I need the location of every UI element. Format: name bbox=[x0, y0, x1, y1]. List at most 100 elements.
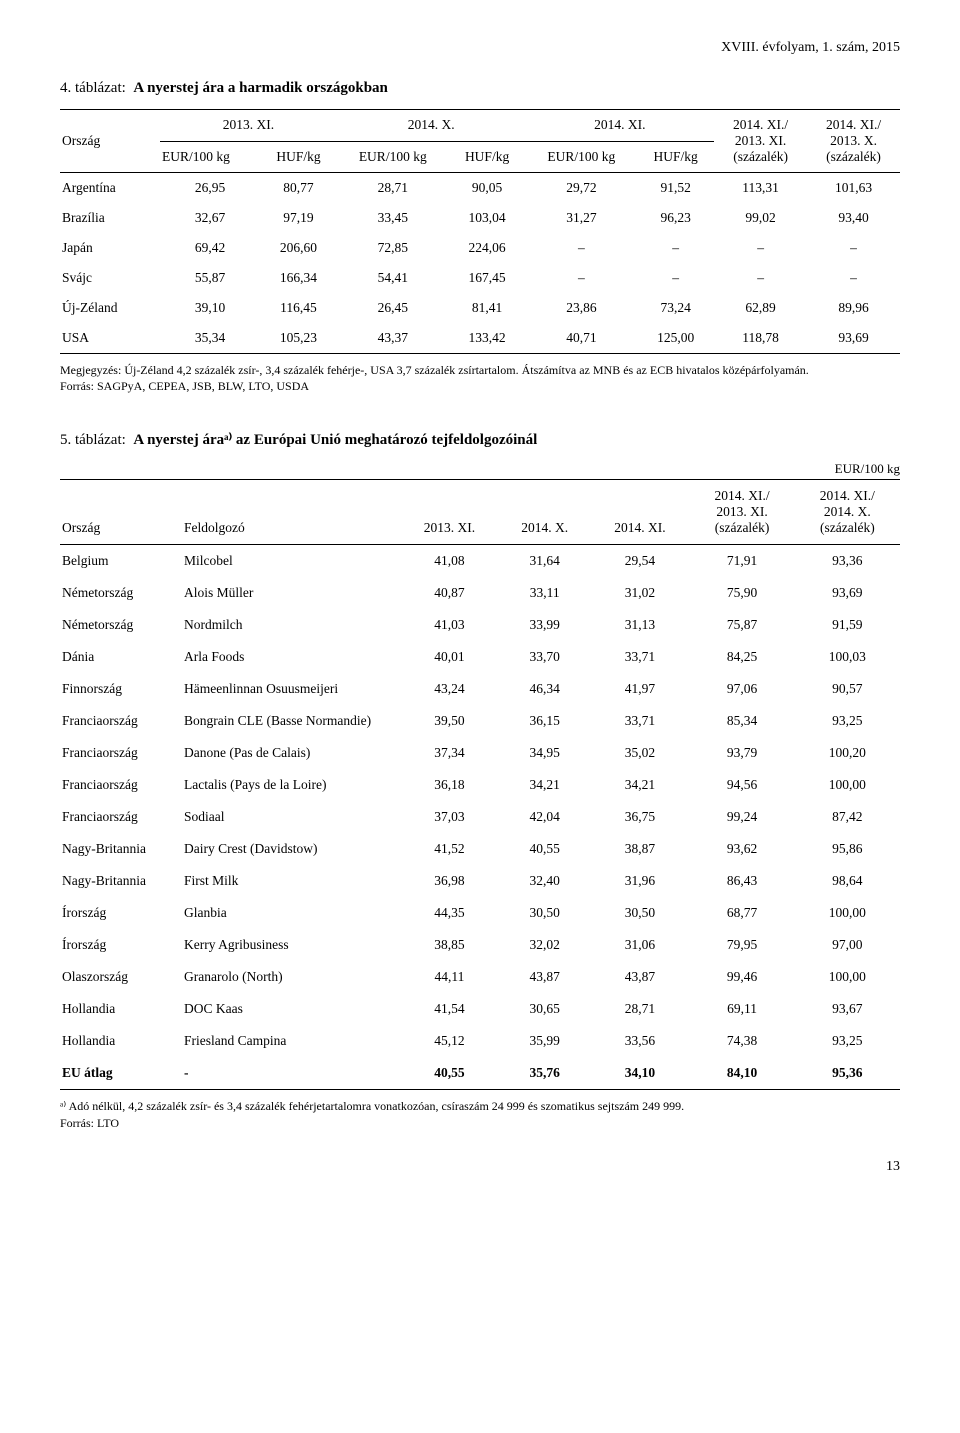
cell-value: 93,79 bbox=[689, 737, 794, 769]
cell-value: 40,71 bbox=[526, 323, 638, 354]
cell-value: – bbox=[526, 233, 638, 263]
cell-processor: Dairy Crest (Davidstow) bbox=[180, 833, 400, 865]
cell-value: 81,41 bbox=[449, 293, 526, 323]
table-row: BelgiumMilcobel41,0831,6429,5471,9193,36 bbox=[60, 545, 900, 578]
cell-value: 40,01 bbox=[400, 641, 499, 673]
cell-value: 89,96 bbox=[807, 293, 900, 323]
table-row: NémetországAlois Müller40,8733,1131,0275… bbox=[60, 577, 900, 609]
cell-value: 74,38 bbox=[689, 1025, 794, 1057]
cell-country: Dánia bbox=[60, 641, 180, 673]
cell-value: 85,34 bbox=[689, 705, 794, 737]
cell-value: 97,19 bbox=[260, 203, 337, 233]
cell-value: 41,08 bbox=[400, 545, 499, 578]
cell-processor: Granarolo (North) bbox=[180, 961, 400, 993]
cell-processor: Arla Foods bbox=[180, 641, 400, 673]
cell-country: Írország bbox=[60, 897, 180, 929]
page-header: XVIII. évfolyam, 1. szám, 2015 bbox=[60, 40, 900, 56]
t2h-3: 2014. X. bbox=[499, 480, 590, 545]
cell-country: Írország bbox=[60, 929, 180, 961]
cell-value: – bbox=[807, 263, 900, 293]
cell-value: 93,36 bbox=[795, 545, 900, 578]
cell-value: 28,71 bbox=[337, 173, 449, 204]
cell-value: 72,85 bbox=[337, 233, 449, 263]
t2h-5: 2014. XI./ 2013. XI. (százalék) bbox=[689, 480, 794, 545]
col-period-0: 2013. XI. bbox=[160, 110, 337, 142]
cell-value: 101,63 bbox=[807, 173, 900, 204]
cell-processor: Bongrain CLE (Basse Normandie) bbox=[180, 705, 400, 737]
table1: Ország 2013. XI. 2014. X. 2014. XI. 2014… bbox=[60, 109, 900, 354]
cell-country: Argentína bbox=[60, 173, 160, 204]
cell-value: 30,65 bbox=[499, 993, 590, 1025]
table-row: FranciaországSodiaal37,0342,0436,7599,24… bbox=[60, 801, 900, 833]
cell-value: 26,45 bbox=[337, 293, 449, 323]
cell-value: 84,25 bbox=[689, 641, 794, 673]
col-period-2: 2014. XI. bbox=[526, 110, 715, 142]
cell-value: 41,52 bbox=[400, 833, 499, 865]
cell-value: 79,95 bbox=[689, 929, 794, 961]
cell-value: – bbox=[807, 233, 900, 263]
cell-value: 44,35 bbox=[400, 897, 499, 929]
cell-value: – bbox=[714, 263, 807, 293]
cell-value: 75,90 bbox=[689, 577, 794, 609]
cell-country: Olaszország bbox=[60, 961, 180, 993]
cell-value: 34,21 bbox=[590, 769, 689, 801]
cell-value: 71,91 bbox=[689, 545, 794, 578]
cell-value: 54,41 bbox=[337, 263, 449, 293]
table-row: ÍrországGlanbia44,3530,5030,5068,77100,0… bbox=[60, 897, 900, 929]
t2h-6: 2014. XI./ 2014. X. (százalék) bbox=[795, 480, 900, 545]
cell-value: 86,43 bbox=[689, 865, 794, 897]
cell-value: 166,34 bbox=[260, 263, 337, 293]
cell-country: Franciaország bbox=[60, 705, 180, 737]
cell-value: 36,98 bbox=[400, 865, 499, 897]
t2h-0: Ország bbox=[60, 480, 180, 545]
table2-title-num: 5. táblázat: bbox=[60, 432, 126, 448]
cell-value: 23,86 bbox=[526, 293, 638, 323]
cell-processor: - bbox=[180, 1057, 400, 1090]
cell-value: 33,99 bbox=[499, 609, 590, 641]
cell-value: 93,25 bbox=[795, 1025, 900, 1057]
cell-value: 93,25 bbox=[795, 705, 900, 737]
table-row: HollandiaFriesland Campina45,1235,9933,5… bbox=[60, 1025, 900, 1057]
cell-value: 28,71 bbox=[590, 993, 689, 1025]
cell-value: 32,67 bbox=[160, 203, 260, 233]
cell-value: 32,02 bbox=[499, 929, 590, 961]
cell-value: 42,04 bbox=[499, 801, 590, 833]
cell-value: 93,69 bbox=[807, 323, 900, 354]
cell-value: 34,21 bbox=[499, 769, 590, 801]
t2h-1: Feldolgozó bbox=[180, 480, 400, 545]
cell-value: 43,37 bbox=[337, 323, 449, 354]
cell-value: 97,00 bbox=[795, 929, 900, 961]
cell-value: 41,03 bbox=[400, 609, 499, 641]
table-row: Nagy-BritanniaDairy Crest (Davidstow)41,… bbox=[60, 833, 900, 865]
cell-country: Nagy-Britannia bbox=[60, 865, 180, 897]
cell-value: – bbox=[714, 233, 807, 263]
cell-value: 93,69 bbox=[795, 577, 900, 609]
table2-unit: EUR/100 kg bbox=[60, 461, 900, 477]
cell-value: 69,11 bbox=[689, 993, 794, 1025]
table2-header-row: Ország Feldolgozó 2013. XI. 2014. X. 201… bbox=[60, 480, 900, 545]
table-row: USA35,34105,2343,37133,4240,71125,00118,… bbox=[60, 323, 900, 354]
cell-value: 93,62 bbox=[689, 833, 794, 865]
table-row: FranciaországLactalis (Pays de la Loire)… bbox=[60, 769, 900, 801]
cell-value: 35,99 bbox=[499, 1025, 590, 1057]
cell-value: 73,24 bbox=[637, 293, 714, 323]
cell-value: 68,77 bbox=[689, 897, 794, 929]
cell-processor: Friesland Campina bbox=[180, 1025, 400, 1057]
cell-value: – bbox=[526, 263, 638, 293]
cell-value: 93,40 bbox=[807, 203, 900, 233]
cell-country: Finnország bbox=[60, 673, 180, 705]
cell-value: 105,23 bbox=[260, 323, 337, 354]
cell-country: Hollandia bbox=[60, 993, 180, 1025]
cell-value: 87,42 bbox=[795, 801, 900, 833]
cell-processor: Milcobel bbox=[180, 545, 400, 578]
col-country: Ország bbox=[60, 110, 160, 173]
cell-value: 30,50 bbox=[499, 897, 590, 929]
t2h-2: 2013. XI. bbox=[400, 480, 499, 545]
page-number: 13 bbox=[60, 1159, 900, 1175]
cell-value: 35,02 bbox=[590, 737, 689, 769]
cell-value: 84,10 bbox=[689, 1057, 794, 1090]
cell-value: 43,87 bbox=[590, 961, 689, 993]
cell-value: 38,85 bbox=[400, 929, 499, 961]
table1-header-row1: Ország 2013. XI. 2014. X. 2014. XI. 2014… bbox=[60, 110, 900, 142]
cell-value: 100,00 bbox=[795, 961, 900, 993]
